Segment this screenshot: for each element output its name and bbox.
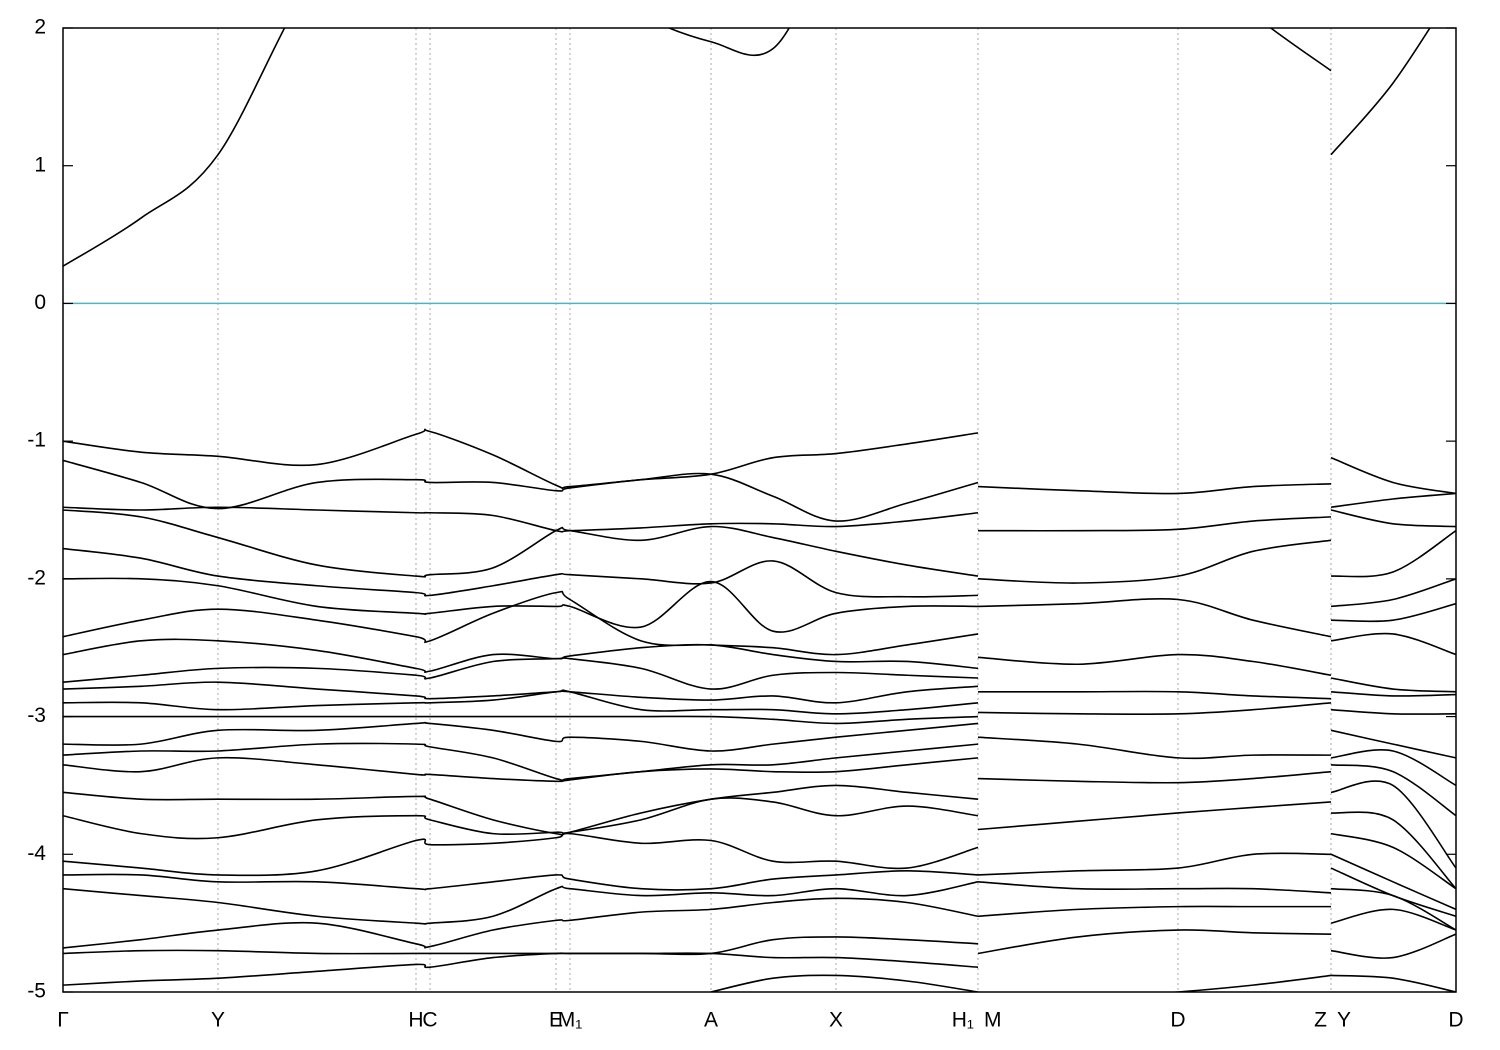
y-tick-label: -2 <box>27 566 46 589</box>
band-line <box>977 702 1332 715</box>
band-line <box>977 539 1332 584</box>
band-line <box>63 756 979 783</box>
bands <box>63 28 1456 992</box>
band-line <box>63 715 979 725</box>
band-line <box>977 690 1332 700</box>
band-line <box>63 577 979 633</box>
x-tick-label: H <box>408 1009 423 1032</box>
band-line <box>63 832 979 877</box>
x-tick-label: Γ <box>57 1009 69 1032</box>
band-line <box>1330 456 1456 495</box>
x-tick-label: H₁ <box>952 1009 974 1032</box>
y-tick-label: 2 <box>34 16 46 39</box>
band-line <box>977 905 1331 918</box>
band-line <box>63 881 979 925</box>
y-tick-label: -5 <box>27 980 46 1003</box>
band-line <box>1330 908 1456 931</box>
band-line <box>977 516 1332 532</box>
band-line <box>63 28 791 267</box>
band-line <box>710 974 979 992</box>
band-line <box>977 801 1332 831</box>
band-line <box>977 852 1332 876</box>
y-tick-label: -3 <box>27 704 46 727</box>
band-line <box>63 897 979 949</box>
band-line <box>1330 509 1456 528</box>
band-line <box>1330 832 1456 890</box>
x-tick-label: Y <box>1337 1009 1351 1032</box>
band-line <box>63 590 979 656</box>
band-line <box>1330 811 1456 890</box>
y-tick-label: 0 <box>34 291 46 314</box>
band-line <box>1330 602 1456 623</box>
band-line <box>1330 690 1456 697</box>
y-tick-label: 1 <box>34 153 46 176</box>
band-line <box>977 483 1332 495</box>
y-tick-label: -4 <box>27 842 46 865</box>
grid <box>63 28 1456 992</box>
band-line <box>1330 632 1456 656</box>
x-tick-label: D <box>1170 1009 1185 1032</box>
band-line <box>1330 529 1456 578</box>
band-line <box>1330 933 1456 959</box>
band-line <box>63 689 979 715</box>
band-line <box>1269 28 1332 72</box>
band-line <box>1330 887 1456 931</box>
band-line <box>1330 28 1431 156</box>
x-tick-label: M₁ <box>558 1009 583 1032</box>
band-line <box>1330 780 1456 869</box>
y-tick-label: -1 <box>27 429 46 452</box>
band-line <box>63 870 979 891</box>
band-line <box>63 952 979 986</box>
x-tick-label: E <box>549 1009 563 1032</box>
band-line <box>1167 974 1332 992</box>
band-line <box>1330 853 1456 911</box>
x-tick-label: A <box>704 1009 718 1032</box>
band-line <box>1330 763 1456 817</box>
band-line <box>63 459 979 522</box>
band-line <box>63 509 979 578</box>
band-line <box>63 428 979 490</box>
band-line <box>63 797 979 840</box>
band-line <box>1330 708 1456 715</box>
band-line <box>977 736 1332 760</box>
x-tick-label: Y <box>211 1009 225 1032</box>
x-tick-label: D <box>1448 1009 1463 1032</box>
band-line <box>1330 974 1456 992</box>
band-line <box>977 653 1332 677</box>
band-line <box>977 597 1332 638</box>
band-line <box>63 721 979 752</box>
band-line <box>1330 578 1456 608</box>
band-line <box>63 657 979 690</box>
band-line <box>977 770 1332 784</box>
band-line <box>1330 729 1456 759</box>
band-line <box>63 547 979 598</box>
x-tick-label: C <box>422 1009 437 1032</box>
plot-frame <box>62 27 1457 993</box>
band-line <box>63 742 979 782</box>
band-line <box>1330 492 1456 509</box>
x-tick-label: X <box>829 1009 843 1032</box>
band-line <box>1330 677 1456 693</box>
x-tick-label: Z <box>1314 1009 1327 1032</box>
band-line <box>977 929 1332 955</box>
band-line <box>63 506 979 533</box>
band-line <box>1330 749 1456 787</box>
band-line <box>977 881 1332 894</box>
x-tick-label: M <box>984 1009 1002 1032</box>
